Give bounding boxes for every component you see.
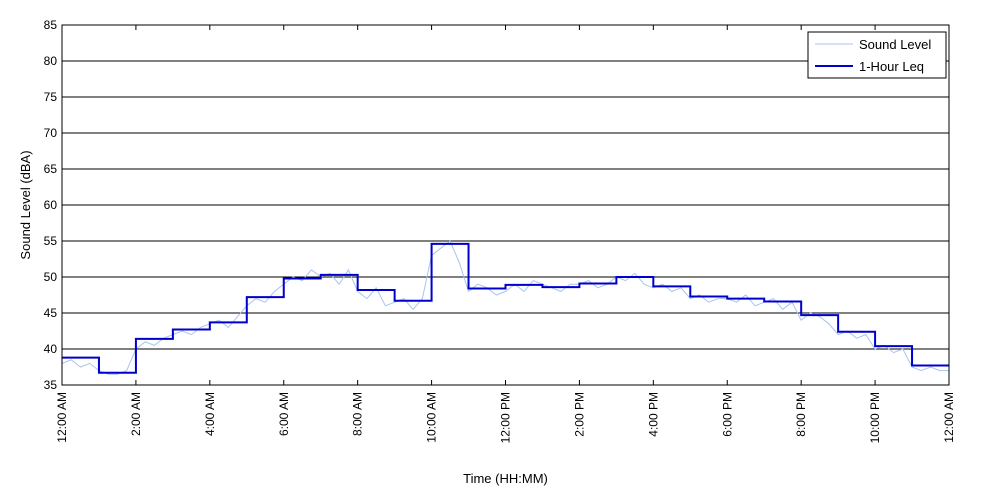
y-tick-label: 55 [44,234,58,248]
y-tick-label: 60 [44,198,58,212]
series-line-1-hour-leq [62,242,949,374]
x-tick-label: 2:00 AM [129,392,143,436]
legend-label-sound-level: Sound Level [859,37,931,52]
series-group [61,240,949,375]
x-tick-label: 6:00 PM [720,392,734,437]
x-tick-label: 10:00 AM [425,392,439,443]
y-axis-ticks: 35 40 45 50 55 60 65 70 75 80 85 [44,18,949,392]
legend-label-1-hour-leq: 1-Hour Leq [859,59,924,74]
x-tick-label: 12:00 AM [942,392,956,443]
x-tick-label: 4:00 AM [203,392,217,436]
x-tick-label: 12:00 PM [499,392,513,443]
x-axis-ticks: 12:00 AM 2:00 AM 4:00 AM 6:00 AM 8:00 AM 10:0… [55,25,956,443]
y-tick-label: 75 [44,90,58,104]
x-tick-label: 8:00 PM [794,392,808,437]
x-tick-label: 6:00 AM [277,392,291,436]
y-tick-label: 50 [44,270,58,284]
x-axis-label: Time (HH:MM) [463,471,548,486]
x-tick-label: 8:00 AM [351,392,365,436]
x-tick-label: 4:00 PM [646,392,660,437]
legend: Sound Level 1-Hour Leq [807,31,947,79]
grid-lines [62,60,949,350]
y-tick-label: 45 [44,306,58,320]
y-axis-label: Sound Level (dBA) [18,150,33,259]
legend-box [807,31,947,79]
y-tick-label: 35 [44,378,58,392]
y-tick-label: 70 [44,126,58,140]
x-tick-label: 10:00 PM [868,392,882,443]
x-tick-label: 12:00 AM [55,392,69,443]
x-tick-label: 2:00 PM [572,392,586,437]
y-tick-label: 80 [44,54,58,68]
y-tick-label: 85 [44,18,58,32]
y-tick-label: 40 [44,342,58,356]
y-tick-label: 65 [44,162,58,176]
